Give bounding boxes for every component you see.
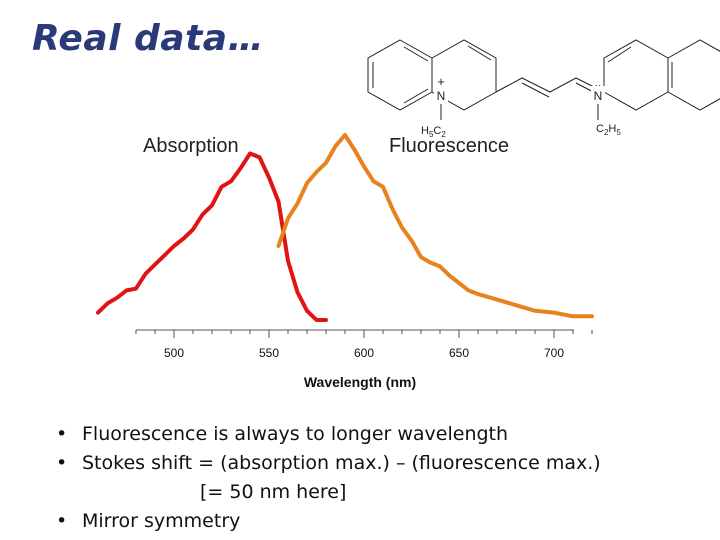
left-benzene-ring: [367, 39, 433, 111]
cyanine-dye-structure: [367, 39, 720, 120]
left-ethyl-label: H5C2: [421, 125, 446, 139]
right-benzene-ring: [667, 39, 720, 111]
x-tick-label: 650: [449, 346, 469, 360]
slide-title: Real data…: [32, 18, 265, 59]
right-ethyl-label: C2H5: [596, 123, 621, 137]
x-axis-label: Wavelength (nm): [304, 374, 416, 390]
left-charge-label: +: [437, 74, 445, 89]
fluorescence-series-line: [276, 133, 594, 319]
bullet-stokes-value: [= 50 nm here]: [200, 481, 347, 503]
series-group: [96, 133, 594, 322]
spectrum-chart: N + N ·· H5C2 C2H5 500 550 600 650 700 Absor…: [96, 39, 720, 390]
bullet-longer-wavelength: Fluorescence is always to longer wavelen…: [52, 420, 601, 449]
fluorescence-annotation: Fluorescence: [389, 135, 509, 157]
bullet-stokes-shift: Stokes shift = (absorption max.) – (fluo…: [52, 449, 601, 478]
absorption-annotation: Absorption: [143, 135, 239, 157]
bullet-list: Fluorescence is always to longer wavelen…: [52, 420, 601, 536]
x-tick-label: 700: [544, 346, 564, 360]
bullet-mirror-symmetry: Mirror symmetry: [52, 507, 601, 536]
right-lone-pair-label: ··: [595, 80, 602, 91]
right-pyridine-ring: [603, 39, 669, 111]
right-nitrogen-label: N: [594, 89, 603, 103]
x-axis: 500 550 600 650 700: [135, 329, 593, 360]
left-nitrogen-label: N: [437, 89, 446, 103]
x-tick-label: 500: [164, 346, 184, 360]
left-n-background: [434, 86, 448, 102]
right-n-background: [591, 86, 605, 102]
polymethine-chain: [495, 77, 605, 93]
x-tick-label: 550: [259, 346, 279, 360]
x-tick-label: 600: [354, 346, 374, 360]
absorption-series-line: [96, 151, 328, 322]
